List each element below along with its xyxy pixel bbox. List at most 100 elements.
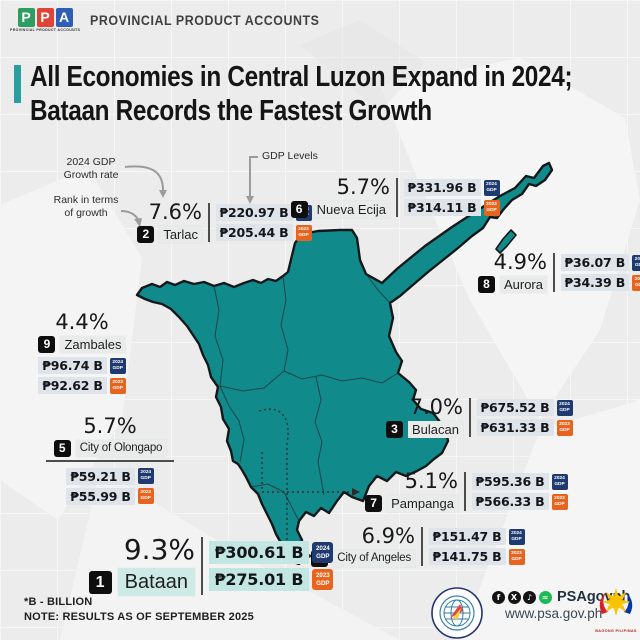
- gdp-levels-arrow: [249, 156, 258, 196]
- gdp-2024-value: ₱331.96 B: [403, 179, 481, 196]
- page-title: All Economies in Central Luzon Expand in…: [30, 60, 640, 128]
- gdp-2024-value: ₱595.36 B: [471, 473, 549, 490]
- divider: [421, 527, 423, 566]
- growth-rate-arrowhead: [159, 190, 167, 198]
- annotation-rank: Rank in terms of growth: [53, 194, 119, 219]
- growth-rate: 5.7%: [336, 175, 390, 199]
- province-name: Tarlac: [159, 226, 202, 243]
- gdp-2023-value: ₱55.99 B: [66, 487, 135, 505]
- gdp-2023-value: ₱631.33 B: [476, 419, 554, 436]
- growth-rate: 6.9%: [361, 524, 415, 548]
- spotify-icon: ≈: [538, 590, 552, 604]
- gdp-2024-value: ₱151.47 B: [428, 528, 506, 545]
- province-borders: [213, 273, 399, 522]
- province-label-bulacan: 7.0% 3 Bulacan ₱675.52 B 2024 GDP ₱631.33 …: [385, 397, 573, 438]
- gdp-2023-value: ₱92.62 B: [38, 377, 107, 394]
- gdp-2024-value: ₱36.07 B: [560, 254, 630, 271]
- rank-badge: 2: [137, 226, 155, 243]
- province-label-zambales: 4.4% 9 Zambales ₱96.74 B 2024 GDP ₱92.62 B…: [30, 312, 134, 394]
- rank-arrowhead: [134, 218, 142, 227]
- ppa-logo-letter-a: A: [55, 8, 73, 27]
- gdp-2023-value: ₱314.11 B: [403, 199, 481, 216]
- brand-title: PROVINCIAL PRODUCT ACCOUNTS: [90, 12, 320, 28]
- gdp-2023-value: ₱34.39 B: [560, 274, 630, 291]
- gdp-2024-value: ₱220.97 B: [215, 204, 293, 221]
- tiktok-icon: ♪: [523, 590, 536, 604]
- gdp-2023-value: ₱275.01 B: [208, 568, 310, 591]
- gdp-2023-value: ₱566.33 B: [471, 493, 549, 510]
- province-name: Pampanga: [387, 495, 458, 512]
- pampanga-leader-arrowhead: [352, 488, 360, 496]
- province-label-pampanga: 5.1% 7 Pampanga ₱595.36 B 2024 GDP ₱566.33…: [365, 469, 568, 512]
- leader-lines: [258, 408, 352, 557]
- header: P P A PROVINCIAL PRODUCT ACCOUNTS PROVIN…: [10, 8, 340, 33]
- map-island: [495, 229, 517, 254]
- website-url: www.psa.gov.ph: [505, 606, 603, 621]
- gdp-2024-value: ₱59.21 B: [66, 467, 135, 485]
- province-name: Zambales: [60, 336, 126, 353]
- rank-badge: 8: [477, 276, 495, 293]
- gdp-2024-value: ₱675.52 B: [476, 399, 554, 416]
- province-name: Bataan: [117, 568, 195, 596]
- rank-badge: 7: [365, 495, 383, 512]
- bagong-pilipinas-caption: BAGONG PILIPINAS: [595, 629, 637, 633]
- divider: [208, 203, 210, 242]
- ppa-logo-caption: PROVINCIAL PRODUCT ACCOUNTS: [10, 28, 81, 32]
- gdp-2024-value: ₱96.74 B: [38, 357, 107, 374]
- ppa-logo-letter-p2: P: [36, 8, 54, 27]
- growth-rate: 9.3%: [123, 533, 195, 566]
- ppa-logo: P P A PROVINCIAL PRODUCT ACCOUNTS: [10, 8, 80, 33]
- province-name: Bulacan: [408, 421, 463, 438]
- annotation-gdp-levels: GDP Levels: [262, 150, 318, 162]
- annotation-growth-rate: 2024 GDP Growth rate: [63, 156, 119, 181]
- bagong-pilipinas-logo: BAGONG PILIPINAS: [592, 584, 640, 634]
- psa-logo: [431, 587, 483, 639]
- growth-rate: 4.4%: [55, 310, 109, 334]
- growth-rate: 5.1%: [404, 469, 458, 493]
- divider: [553, 253, 555, 292]
- ppa-logo-letter-p1: P: [17, 8, 35, 27]
- pampanga-leader-line: [261, 452, 352, 493]
- results-note: NOTE: RESULTS AS OF SEPTEMBER 2025: [24, 610, 254, 623]
- footnotes: *B - BILLION NOTE: RESULTS AS OF SEPTEMB…: [24, 595, 254, 625]
- central-luzon-map: [135, 161, 554, 566]
- x-twitter-icon: X: [507, 590, 521, 604]
- gdp-2023-value: ₱141.75 B: [428, 548, 506, 565]
- growth-rate: 7.0%: [409, 395, 463, 419]
- title-accent-bar: [14, 65, 21, 103]
- billion-note: *B - BILLION: [24, 596, 93, 608]
- growth-rate: 7.6%: [148, 200, 202, 224]
- growth-rate: 5.7%: [83, 414, 137, 438]
- rank-badge: 3: [386, 421, 404, 438]
- rank-badge: 1: [88, 570, 112, 594]
- divider: [396, 178, 398, 217]
- province-label-olongapo: 5.7% 5 City of Olongapo ₱59.21 B 2024 GDP …: [46, 416, 174, 505]
- divider: [201, 537, 203, 595]
- province-name: City of Olongapo: [75, 440, 167, 457]
- growth-rate-arrow: [124, 165, 164, 191]
- angeles-leader-line: [258, 408, 305, 557]
- divider: [46, 460, 174, 462]
- rank-badge: 9: [38, 336, 56, 353]
- province-label-bataan: 9.3% 1 Bataan ₱300.61 B 2024 GDP ₱275.01 B…: [88, 533, 334, 596]
- divider: [469, 398, 471, 437]
- province-label-nueva-ecija: 5.7% 6 Nueva Ecija ₱331.96 B 2024 GDP ₱314…: [290, 175, 500, 218]
- facebook-icon: f: [492, 590, 505, 604]
